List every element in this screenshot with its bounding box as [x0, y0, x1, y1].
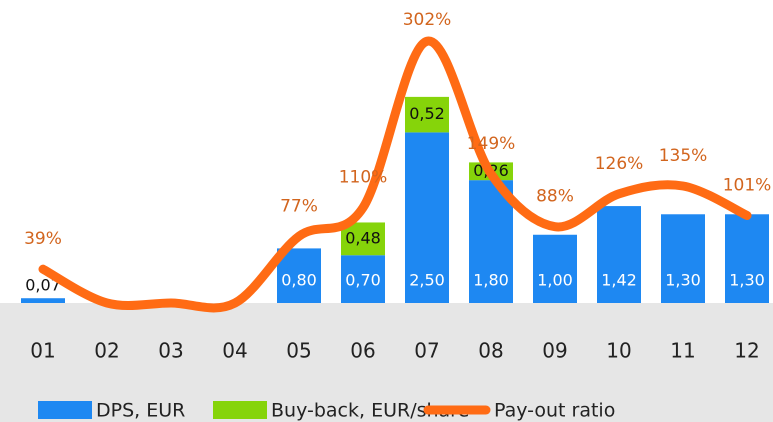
bar — [661, 214, 705, 303]
legend-label: DPS, EUR — [96, 400, 185, 422]
bar — [597, 206, 641, 303]
legend-swatch — [213, 401, 267, 419]
data-label: 1,80 — [473, 271, 509, 290]
data-label: 1,30 — [729, 271, 765, 290]
bar — [405, 96, 449, 133]
bar — [405, 132, 449, 303]
x-tick-label: 09 — [542, 339, 567, 363]
data-label: 126% — [595, 154, 644, 174]
line — [38, 36, 752, 313]
bar — [277, 248, 321, 303]
x-tick-label: 08 — [478, 339, 503, 363]
data-label: 0,52 — [409, 104, 445, 123]
data-label: 135% — [659, 146, 708, 166]
axis-band — [0, 303, 773, 422]
x-tick-label: 03 — [158, 339, 183, 363]
data-label: 302% — [403, 10, 452, 30]
bar — [469, 180, 513, 303]
data-label: 2,50 — [409, 271, 445, 290]
data-label: 110% — [339, 168, 388, 188]
bar — [533, 234, 577, 303]
data-label: 1,30 — [665, 271, 701, 290]
bar — [725, 214, 769, 303]
x-tick-label: 11 — [670, 339, 695, 363]
legend-swatch — [38, 401, 92, 419]
x-tick-label: 07 — [414, 339, 439, 363]
x-tick-label: 10 — [606, 339, 631, 363]
data-label: 0,80 — [281, 271, 317, 290]
data-label: 0,07 — [25, 276, 61, 295]
data-label: 88% — [536, 187, 574, 207]
data-label: 0,48 — [345, 228, 381, 247]
data-label: 1,00 — [537, 271, 573, 290]
data-label: 149% — [467, 134, 516, 154]
data-label: 1,42 — [601, 271, 637, 290]
x-tick-label: 05 — [286, 339, 311, 363]
legend-label: Buy-back, EUR/share — [271, 400, 469, 422]
bar — [21, 298, 65, 303]
legend-label: Pay-out ratio — [494, 400, 615, 422]
x-tick-label: 06 — [350, 339, 375, 363]
data-label: 39% — [24, 229, 62, 249]
x-tick-label: 01 — [30, 339, 55, 363]
x-tick-label: 12 — [734, 339, 759, 363]
data-label: 101% — [723, 175, 772, 195]
x-tick-label: 04 — [222, 339, 247, 363]
bar — [341, 255, 385, 303]
data-label: 77% — [280, 196, 318, 216]
x-tick-label: 02 — [94, 339, 119, 363]
data-label: 0,70 — [345, 271, 381, 290]
